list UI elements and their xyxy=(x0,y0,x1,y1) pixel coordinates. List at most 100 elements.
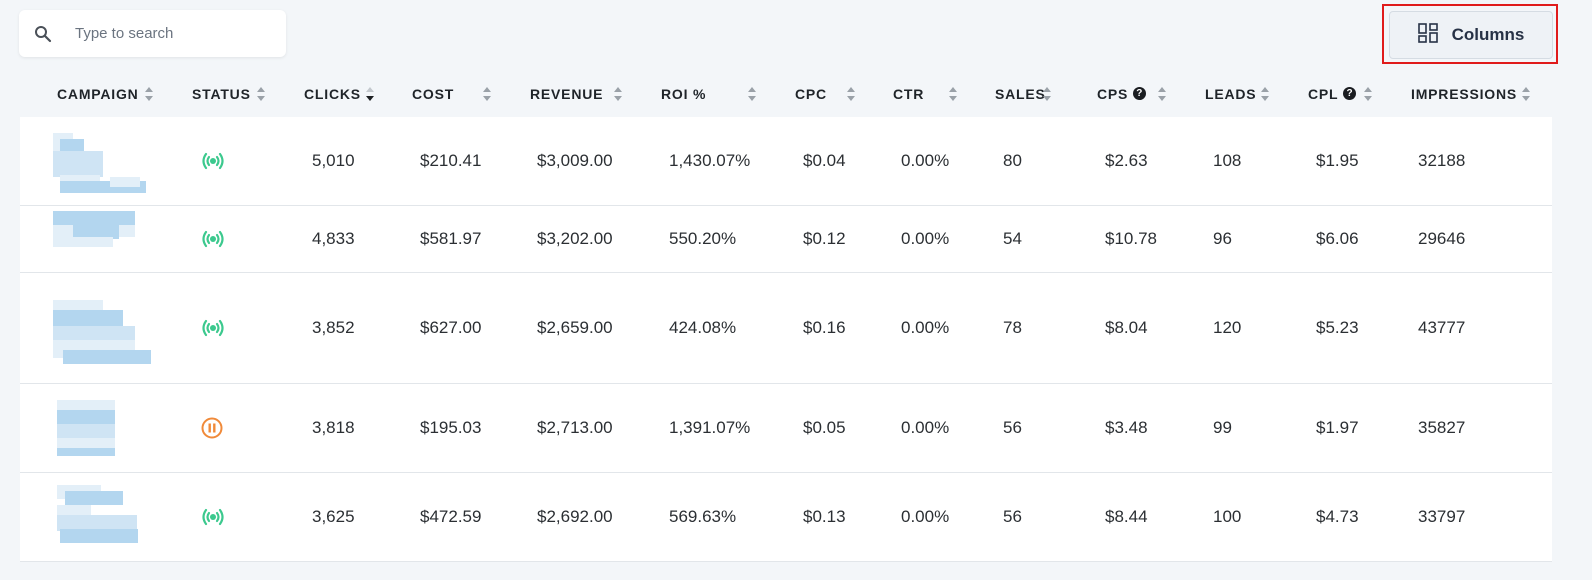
column-header-clicks[interactable]: CLICKS xyxy=(304,70,386,117)
columns-button-highlight: Columns xyxy=(1382,4,1558,64)
sort-icon[interactable] xyxy=(1364,86,1373,101)
cell-clicks: 3,625 xyxy=(312,507,355,526)
column-header-sales[interactable]: SALES xyxy=(995,70,1063,117)
redaction-block xyxy=(53,237,113,247)
table-header: CAMPAIGN STATUS CLICKS COST REVENUE ROI % CPC C… xyxy=(20,70,1552,117)
column-header-campaign[interactable]: CAMPAIGN xyxy=(57,70,165,117)
columns-button[interactable]: Columns xyxy=(1389,11,1553,59)
cell-sales: 78 xyxy=(1003,318,1022,337)
sort-icon[interactable] xyxy=(1522,86,1531,101)
cell-cost: $472.59 xyxy=(420,507,482,526)
cell-roi: 424.08% xyxy=(669,318,737,337)
cell-impressions: 35827 xyxy=(1418,418,1466,437)
column-header-label: STATUS xyxy=(192,85,251,102)
redaction-block xyxy=(73,225,119,239)
cell-impressions: 32188 xyxy=(1418,151,1466,170)
cell-revenue: $3,009.00 xyxy=(537,151,613,170)
cell-leads: 108 xyxy=(1213,151,1242,170)
cell-cps: $3.48 xyxy=(1105,418,1148,437)
cell-impressions: 29646 xyxy=(1418,229,1466,248)
column-header-label: CPL xyxy=(1308,85,1339,102)
table-body: 5,010 $210.41 $3,009.00 1,430.07% $0.04 0.00%… xyxy=(20,117,1552,562)
table-row[interactable]: 3,852 $627.00 $2,659.00 424.08% $0.16 0.00% 78… xyxy=(20,273,1552,384)
cell-roi: 569.63% xyxy=(669,507,737,526)
cell-cps: $8.44 xyxy=(1105,507,1148,526)
cell-ctr: 0.00% xyxy=(901,229,950,248)
column-header-cpl[interactable]: CPL? xyxy=(1308,70,1384,117)
sort-icon[interactable] xyxy=(748,86,757,101)
sort-icon[interactable] xyxy=(614,86,623,101)
sort-icon[interactable] xyxy=(847,86,856,101)
column-header-label: CPS xyxy=(1097,85,1129,102)
cell-ctr: 0.00% xyxy=(901,151,950,170)
cell-ctr: 0.00% xyxy=(901,418,950,437)
cell-revenue: $2,692.00 xyxy=(537,507,613,526)
column-header-impressions[interactable]: IMPRESSIONS xyxy=(1411,70,1542,117)
column-header-roi[interactable]: ROI % xyxy=(661,70,768,117)
sort-icon[interactable] xyxy=(145,86,154,101)
cell-revenue: $2,659.00 xyxy=(537,318,613,337)
status-live-icon[interactable] xyxy=(200,206,226,272)
status-live-icon[interactable] xyxy=(200,473,226,561)
cell-clicks: 3,852 xyxy=(312,318,355,337)
cell-cost: $195.03 xyxy=(420,418,482,437)
table-row[interactable]: 3,625 $472.59 $2,692.00 569.63% $0.13 0.00% 56… xyxy=(20,473,1552,562)
column-header-cost[interactable]: COST xyxy=(412,70,503,117)
redaction-block xyxy=(53,326,135,340)
redaction-block xyxy=(57,448,115,456)
column-header-label: REVENUE xyxy=(530,85,604,102)
column-header-label: CAMPAIGN xyxy=(57,85,139,102)
cell-cpc: $0.05 xyxy=(803,418,846,437)
sort-icon[interactable] xyxy=(1158,86,1167,101)
column-header-label: CLICKS xyxy=(304,85,361,102)
redaction-block xyxy=(53,211,135,225)
column-header-leads[interactable]: LEADS xyxy=(1205,70,1281,117)
help-icon[interactable]: ? xyxy=(1133,87,1147,100)
cell-sales: 80 xyxy=(1003,151,1022,170)
column-header-cps[interactable]: CPS? xyxy=(1097,70,1178,117)
cell-cpc: $0.12 xyxy=(803,229,846,248)
cell-leads: 120 xyxy=(1213,318,1242,337)
cell-sales: 54 xyxy=(1003,229,1022,248)
cell-roi: 1,430.07% xyxy=(669,151,751,170)
column-header-label: IMPRESSIONS xyxy=(1411,85,1518,102)
sort-icon[interactable] xyxy=(1261,86,1270,101)
column-header-label: LEADS xyxy=(1205,85,1257,102)
help-icon[interactable]: ? xyxy=(1343,87,1357,100)
redaction-block xyxy=(65,491,123,505)
status-paused-icon[interactable] xyxy=(201,384,223,472)
sort-icon[interactable] xyxy=(1043,86,1052,101)
column-header-revenue[interactable]: REVENUE xyxy=(530,70,634,117)
cell-cps: $10.78 xyxy=(1105,229,1157,248)
column-header-ctr[interactable]: CTR xyxy=(893,70,969,117)
column-header-label: CPC xyxy=(795,85,827,102)
column-header-label: SALES xyxy=(995,85,1046,102)
cell-sales: 56 xyxy=(1003,507,1022,526)
status-live-icon[interactable] xyxy=(200,117,226,205)
cell-cost: $581.97 xyxy=(420,229,482,248)
table-row[interactable]: 3,818 $195.03 $2,713.00 1,391.07% $0.05 0.00%… xyxy=(20,384,1552,473)
redaction-block xyxy=(57,410,115,426)
cell-roi: 1,391.07% xyxy=(669,418,751,437)
cell-cps: $2.63 xyxy=(1105,151,1148,170)
cell-revenue: $3,202.00 xyxy=(537,229,613,248)
sort-desc-icon[interactable] xyxy=(366,86,375,101)
sort-icon[interactable] xyxy=(483,86,492,101)
table-row[interactable]: 5,010 $210.41 $3,009.00 1,430.07% $0.04 0.00%… xyxy=(20,117,1552,206)
redaction-block xyxy=(60,529,138,543)
table-row[interactable]: 4,833 $581.97 $3,202.00 550.20% $0.12 0.00% 54… xyxy=(20,206,1552,273)
cell-ctr: 0.00% xyxy=(901,318,950,337)
sort-icon[interactable] xyxy=(949,86,958,101)
search-input[interactable] xyxy=(73,24,277,43)
status-live-icon[interactable] xyxy=(200,273,226,383)
search-icon xyxy=(23,10,63,57)
cell-cpc: $0.04 xyxy=(803,151,846,170)
campaign-table: CAMPAIGN STATUS CLICKS COST REVENUE ROI % CPC C… xyxy=(20,70,1552,562)
cell-cpl: $4.73 xyxy=(1316,507,1359,526)
search-box[interactable] xyxy=(19,10,286,57)
column-header-status[interactable]: STATUS xyxy=(192,70,277,117)
column-header-cpc[interactable]: CPC xyxy=(795,70,867,117)
cell-revenue: $2,713.00 xyxy=(537,418,613,437)
columns-button-label: Columns xyxy=(1451,25,1525,44)
sort-icon[interactable] xyxy=(257,86,266,101)
